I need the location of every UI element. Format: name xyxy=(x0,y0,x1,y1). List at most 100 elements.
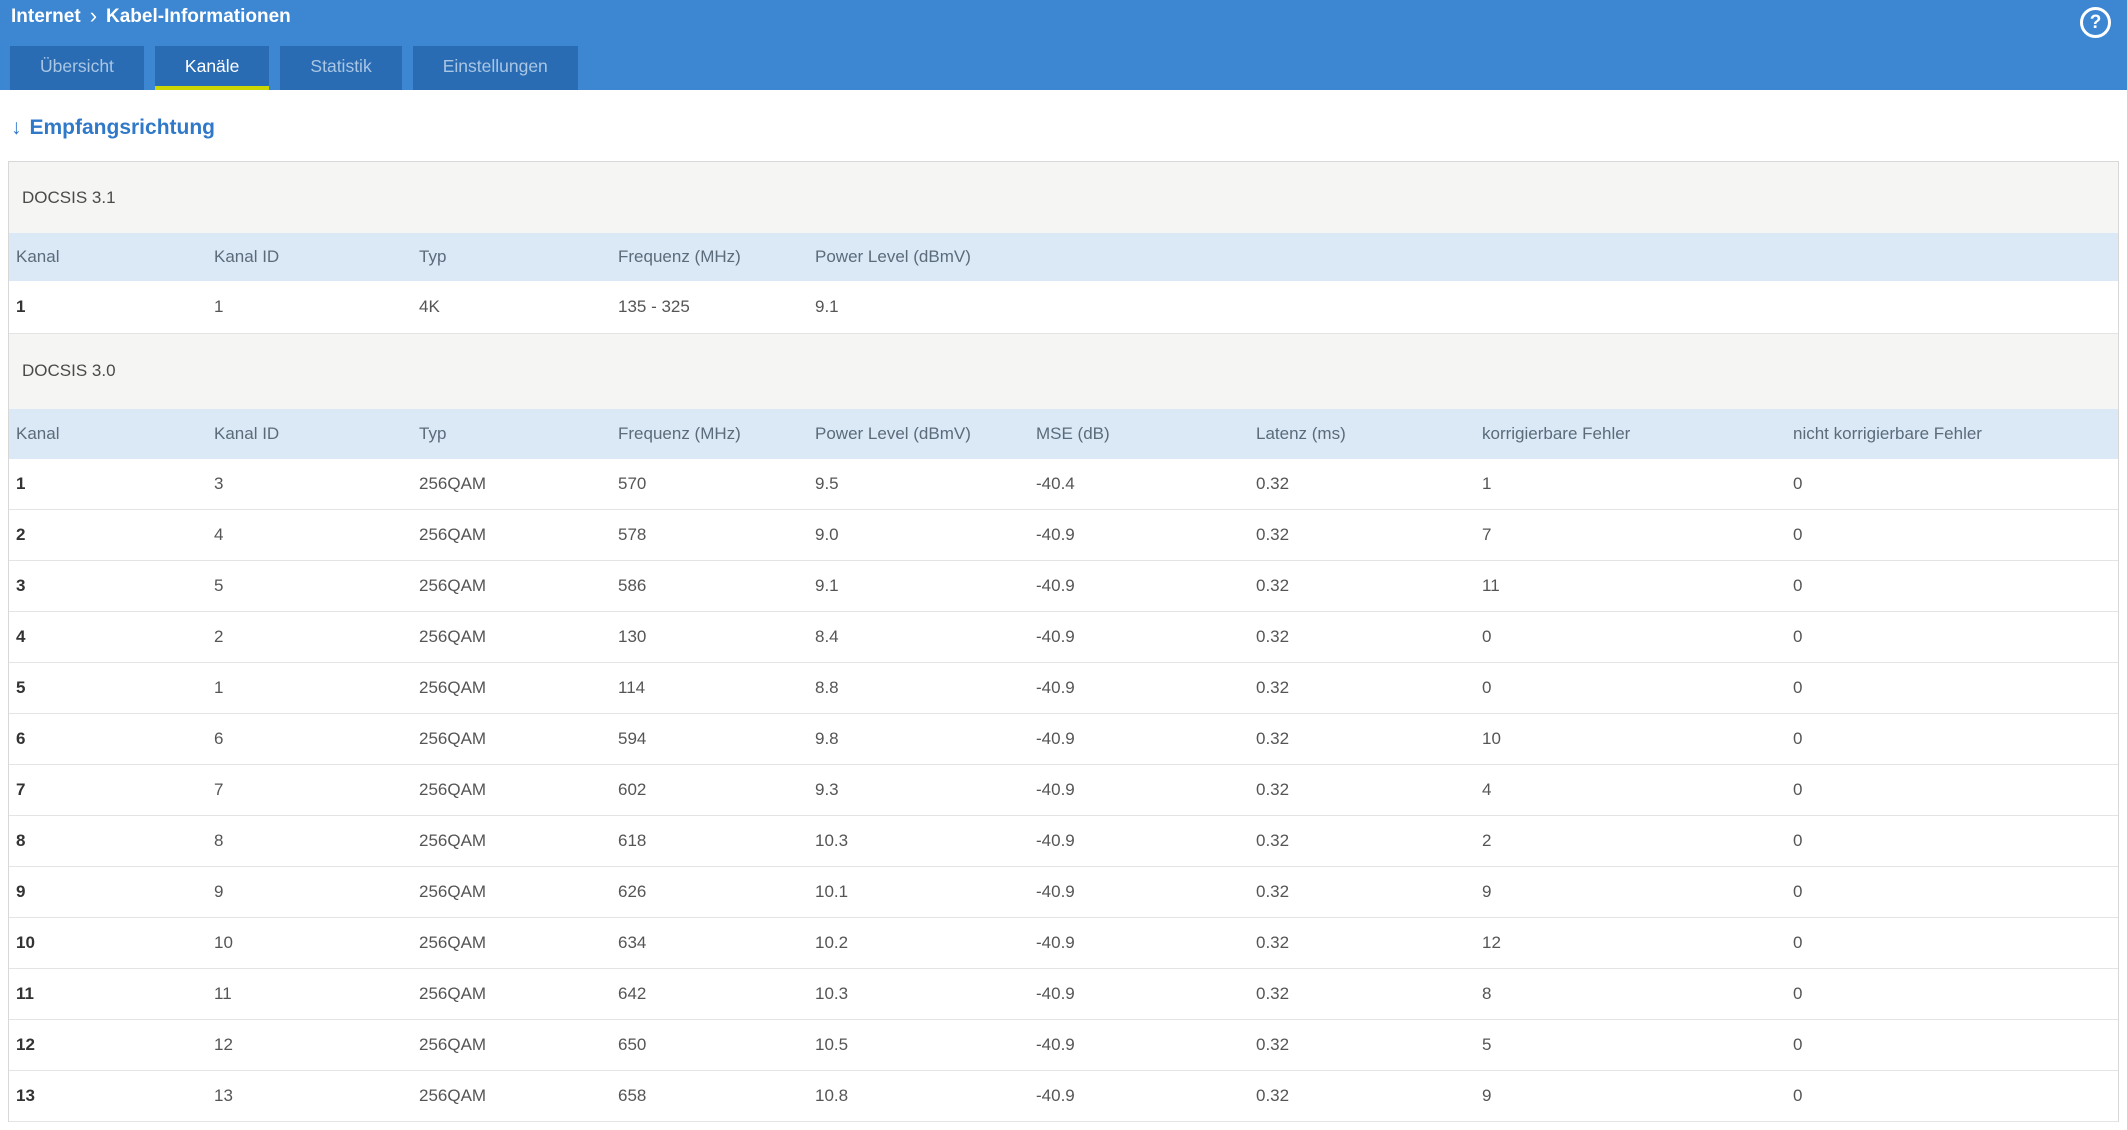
table-row: 114K135 - 3259.1 xyxy=(9,281,2118,333)
table-cell: 0.32 xyxy=(1249,561,1475,612)
table-cell: 7 xyxy=(1475,510,1786,561)
table-cell: 10.3 xyxy=(808,969,1029,1020)
table-cell: 9.1 xyxy=(808,561,1029,612)
column-header: Kanal xyxy=(9,409,207,459)
table-cell: 9 xyxy=(1475,1071,1786,1122)
table-cell: 13 xyxy=(9,1071,207,1122)
table-cell: -40.9 xyxy=(1029,612,1249,663)
table-row: 88256QAM61810.3-40.90.3220 xyxy=(9,816,2118,867)
table-cell: 2 xyxy=(9,510,207,561)
table-cell: 8.4 xyxy=(808,612,1029,663)
table-cell: 602 xyxy=(611,765,808,816)
table-cell: -40.9 xyxy=(1029,918,1249,969)
table-row: 51256QAM1148.8-40.90.3200 xyxy=(9,663,2118,714)
table-cell: 10.2 xyxy=(808,918,1029,969)
table-cell: 3 xyxy=(9,561,207,612)
table-cell: 256QAM xyxy=(412,663,611,714)
table-cell: 9.5 xyxy=(808,459,1029,510)
column-header: Kanal ID xyxy=(207,233,412,281)
tab-statistik[interactable]: Statistik xyxy=(280,46,401,90)
docsis30-table-body: 13256QAM5709.5-40.40.321024256QAM5789.0-… xyxy=(9,459,2118,1122)
table-cell: 8 xyxy=(1475,969,1786,1020)
table-cell: 11 xyxy=(207,969,412,1020)
table-cell: 11 xyxy=(1475,561,1786,612)
table-cell: 130 xyxy=(611,612,808,663)
tab-uebersicht[interactable]: Übersicht xyxy=(10,46,144,90)
table-cell: 4 xyxy=(207,510,412,561)
tab-bar: Übersicht Kanäle Statistik Einstellungen xyxy=(10,46,578,90)
table-cell: 9.3 xyxy=(808,765,1029,816)
table-cell: 9 xyxy=(1475,867,1786,918)
table-cell: 642 xyxy=(611,969,808,1020)
table-cell: 10 xyxy=(9,918,207,969)
table-cell: 0.32 xyxy=(1249,816,1475,867)
table-cell: 2 xyxy=(207,612,412,663)
column-header: nicht korrigierbare Fehler xyxy=(1786,409,2118,459)
docsis30-table: KanalKanal IDTypFrequenz (MHz)Power Leve… xyxy=(9,409,2118,1123)
table-cell: 0 xyxy=(1786,918,2118,969)
table-cell: 0.32 xyxy=(1249,765,1475,816)
question-mark-icon: ? xyxy=(2090,12,2102,34)
table-cell: 9 xyxy=(9,867,207,918)
tab-einstellungen[interactable]: Einstellungen xyxy=(413,46,578,90)
table-cell: 0 xyxy=(1786,1020,2118,1071)
table-cell: 8.8 xyxy=(808,663,1029,714)
column-header: korrigierbare Fehler xyxy=(1475,409,1786,459)
table-cell: 0.32 xyxy=(1249,918,1475,969)
table-cell: 5 xyxy=(9,663,207,714)
table-cell: 256QAM xyxy=(412,867,611,918)
table-cell: 256QAM xyxy=(412,1071,611,1122)
table-cell: 9.8 xyxy=(808,714,1029,765)
table-cell: 570 xyxy=(611,459,808,510)
table-header-row: KanalKanal IDTypFrequenz (MHz)Power Leve… xyxy=(9,233,2118,281)
table-row: 13256QAM5709.5-40.40.3210 xyxy=(9,459,2118,510)
breadcrumb-section-link[interactable]: Internet xyxy=(11,6,81,28)
table-header-row: KanalKanal IDTypFrequenz (MHz)Power Leve… xyxy=(9,409,2118,459)
table-cell: 7 xyxy=(9,765,207,816)
table-cell: 10 xyxy=(1475,714,1786,765)
chevron-right-icon: › xyxy=(90,5,97,27)
table-cell: 4 xyxy=(9,612,207,663)
table-cell: 256QAM xyxy=(412,612,611,663)
table-cell: -40.9 xyxy=(1029,765,1249,816)
table-cell: 5 xyxy=(1475,1020,1786,1071)
table-cell: 12 xyxy=(1475,918,1786,969)
docsis30-section-title: DOCSIS 3.0 xyxy=(9,334,2118,409)
table-row: 66256QAM5949.8-40.90.32100 xyxy=(9,714,2118,765)
column-header: Power Level (dBmV) xyxy=(808,409,1029,459)
section-heading: ↓ Empfangsrichtung xyxy=(11,114,2127,141)
table-cell: 0 xyxy=(1786,969,2118,1020)
table-cell: 4K xyxy=(412,281,611,333)
table-cell: 0.32 xyxy=(1249,612,1475,663)
docsis31-section-title: DOCSIS 3.1 xyxy=(9,162,2118,233)
table-cell: 135 - 325 xyxy=(611,281,808,333)
table-cell: 10.3 xyxy=(808,816,1029,867)
table-row: 35256QAM5869.1-40.90.32110 xyxy=(9,561,2118,612)
column-header: Frequenz (MHz) xyxy=(611,233,808,281)
table-cell: 8 xyxy=(9,816,207,867)
table-row: 24256QAM5789.0-40.90.3270 xyxy=(9,510,2118,561)
help-button[interactable]: ? xyxy=(2080,7,2111,38)
table-cell: -40.9 xyxy=(1029,1020,1249,1071)
tab-kanaele[interactable]: Kanäle xyxy=(155,46,270,90)
table-cell: 10.5 xyxy=(808,1020,1029,1071)
table-cell: 650 xyxy=(611,1020,808,1071)
table-cell: -40.9 xyxy=(1029,867,1249,918)
table-cell: 0 xyxy=(1786,663,2118,714)
table-cell: -40.9 xyxy=(1029,969,1249,1020)
table-cell: -40.9 xyxy=(1029,561,1249,612)
section-heading-label: Empfangsrichtung xyxy=(30,114,216,141)
table-cell: 2 xyxy=(1475,816,1786,867)
table-row: 1212256QAM65010.5-40.90.3250 xyxy=(9,1020,2118,1071)
table-cell: 0.32 xyxy=(1249,1020,1475,1071)
table-cell: 256QAM xyxy=(412,816,611,867)
table-cell: 0 xyxy=(1786,1071,2118,1122)
column-header: MSE (dB) xyxy=(1029,409,1249,459)
table-cell: 586 xyxy=(611,561,808,612)
table-cell: -40.9 xyxy=(1029,1071,1249,1122)
table-cell: 10 xyxy=(207,918,412,969)
header-bar: Internet › Kabel-Informationen ? Übersic… xyxy=(0,0,2127,90)
table-cell: 256QAM xyxy=(412,918,611,969)
docsis31-table: KanalKanal IDTypFrequenz (MHz)Power Leve… xyxy=(9,233,2118,334)
table-cell: 3 xyxy=(207,459,412,510)
